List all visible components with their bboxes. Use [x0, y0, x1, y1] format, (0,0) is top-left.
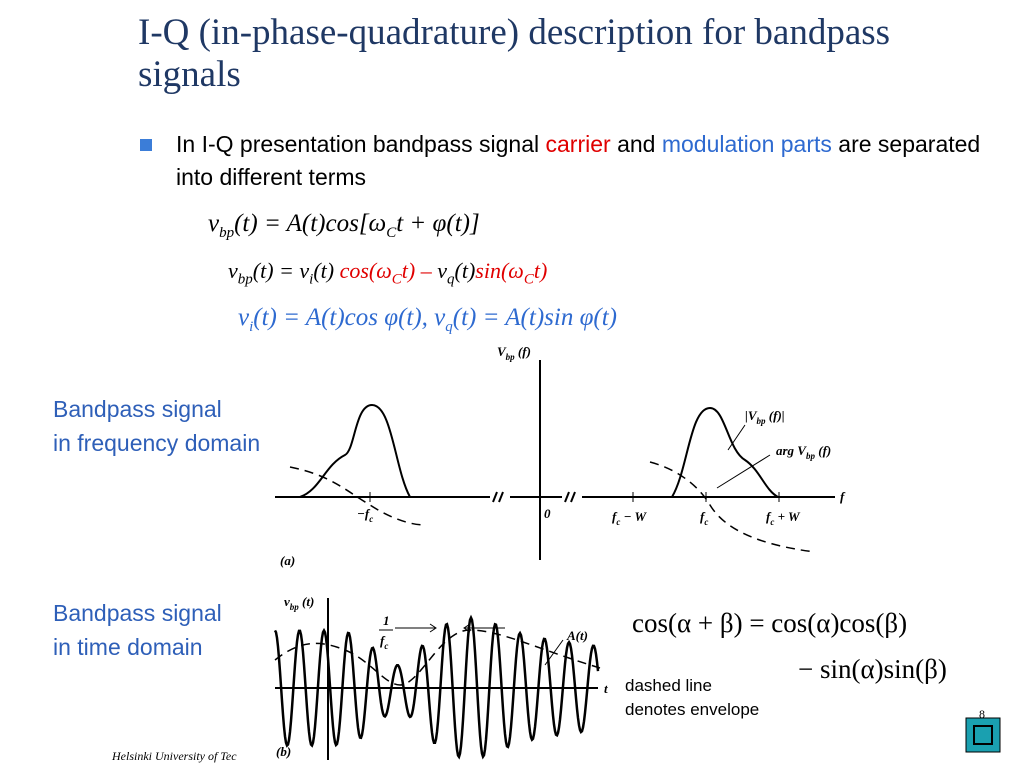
t: (f) [815, 443, 831, 458]
t: v [284, 594, 290, 609]
t: denotes envelope [625, 700, 760, 719]
figure-a-labels: Vbp (f) |Vbp (f)| arg Vbp (f) f −fc 0 fc… [280, 344, 846, 568]
nav-button[interactable] [965, 717, 1001, 753]
t: −f [357, 506, 371, 521]
identity: cos(α + β) = cos(α)cos(β) [632, 608, 908, 638]
t: f [766, 509, 772, 524]
t: cos(ω [339, 258, 392, 283]
t: C [523, 271, 534, 288]
t: bp [219, 225, 235, 241]
t: fc [700, 509, 708, 527]
t: bp [290, 602, 300, 612]
t: v [208, 210, 220, 237]
t: in frequency domain [53, 430, 261, 456]
t: t + φ(t)] [396, 210, 480, 237]
t: q [445, 319, 453, 335]
bullet-text: In I-Q presentation bandpass signal carr… [176, 128, 1006, 194]
t: sin(ω [475, 258, 524, 283]
t: (t) [454, 258, 476, 283]
text: modulation parts [661, 131, 832, 157]
figure-b [273, 598, 601, 760]
t: bp [506, 352, 516, 362]
t: bp [237, 271, 253, 288]
figure-b-labels: vbp (t) 1 fc A(t) t (b) [276, 594, 608, 759]
t: c [704, 517, 708, 527]
nav-icon [973, 725, 993, 745]
t: f [840, 489, 846, 504]
text: In I-Q presentation bandpass signal [176, 131, 540, 157]
t: in time domain [53, 634, 203, 660]
t: Bandpass signal [53, 600, 222, 626]
page-number: 8 [979, 707, 985, 721]
side-label: Bandpass signal in time domain [53, 596, 273, 664]
t: 0 [544, 506, 551, 521]
t: (t) = A(t)cos φ(t), v [253, 304, 446, 331]
t: (f)| [766, 408, 785, 423]
t: 1 [383, 613, 390, 628]
t: vbp (t) [284, 594, 314, 612]
bullet-marker [140, 139, 152, 151]
t: fc − W [612, 509, 647, 527]
annotation: dashed line denotes envelope [625, 674, 759, 722]
equation: vi(t) = A(t)cos φ(t), vq(t) = A(t)sin φ(… [238, 304, 617, 336]
t: t) [533, 258, 548, 283]
footer-text: Helsinki University of Tec [111, 749, 237, 763]
t: c [616, 517, 620, 527]
equation: vbp(t) = A(t)cos[ωCt + φ(t)] [208, 210, 480, 242]
t: f [380, 633, 386, 648]
t: (t) = A(t)sin φ(t) [452, 304, 617, 331]
t: + W [774, 509, 801, 524]
t: dashed line [625, 676, 712, 695]
t: i [249, 319, 254, 335]
identity: − sin(α)sin(β) [798, 654, 947, 684]
t: arg V [776, 443, 807, 458]
t: v [238, 304, 250, 331]
t: i [309, 271, 314, 288]
figure-a [275, 360, 835, 560]
t: q [447, 271, 455, 288]
t: fc [380, 633, 388, 651]
t: C [391, 271, 402, 288]
t: Bandpass signal [53, 396, 222, 422]
t: −fc [357, 506, 373, 524]
t: bp [757, 416, 767, 426]
t: fc + W [766, 509, 801, 527]
t: (f) [515, 344, 531, 359]
t: A(t) [566, 628, 588, 643]
t: (a) [280, 553, 295, 568]
t: c [369, 514, 373, 524]
t: t [604, 681, 608, 696]
text: carrier [545, 131, 611, 157]
footer: Helsinki University of Tec 8 [111, 707, 1001, 763]
equation: vbp(t) = vi(t) cos(ωCt) – vq(t)sin(ωCt) [228, 258, 547, 288]
title: I-Q (in-phase-quadrature) description fo… [138, 12, 891, 95]
t: (b) [276, 744, 291, 759]
t: (t) = v [252, 258, 310, 283]
t: bp [806, 451, 816, 461]
t: − W [620, 509, 647, 524]
t: f [612, 509, 618, 524]
text: and [617, 131, 656, 157]
text: are separated into different terms [176, 131, 981, 190]
t: t) – [401, 258, 432, 283]
t: V [497, 344, 507, 359]
t: |V [745, 408, 758, 423]
t: f [700, 509, 706, 524]
t: C [386, 225, 397, 241]
t: arg Vbp (f) [776, 443, 831, 461]
t: c [384, 641, 388, 651]
t: (t) [299, 594, 315, 609]
t: v [228, 258, 238, 283]
t: Vbp (f) [497, 344, 531, 362]
t: v [437, 258, 447, 283]
t: c [770, 517, 774, 527]
t: (t) = A(t)cos[ω [234, 210, 387, 237]
t: (t) [313, 258, 335, 283]
t: |Vbp (f)| [745, 408, 785, 426]
side-label: Bandpass signal in frequency domain [53, 392, 273, 460]
